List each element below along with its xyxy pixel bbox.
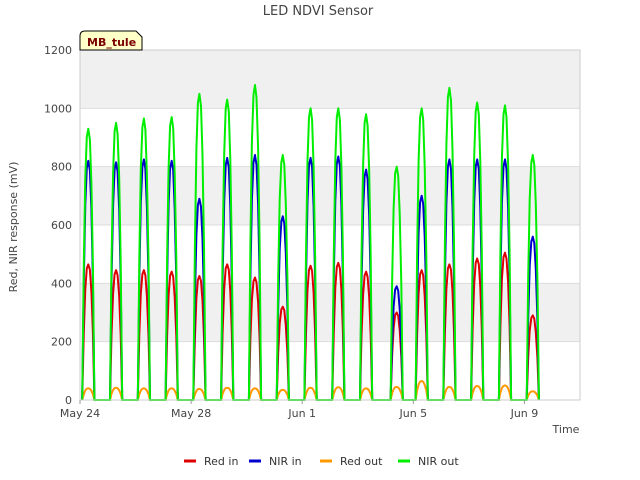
plot-band	[80, 108, 580, 167]
legend-label: NIR in	[269, 455, 302, 468]
plot-band	[80, 50, 580, 109]
plot-band	[80, 341, 580, 400]
legend: Red in NIR in Red out NIR out	[184, 455, 459, 468]
x-tick-label: May 24	[60, 407, 100, 420]
y-tick-label: 1200	[44, 44, 72, 57]
plot-band	[80, 283, 580, 342]
y-tick-label: 400	[51, 277, 72, 290]
chart-title: LED NDVI Sensor	[263, 4, 374, 19]
y-tick-label: 600	[51, 219, 72, 232]
badge-label: MB_tule	[87, 36, 136, 49]
x-tick-label: Jun 5	[398, 407, 427, 420]
plot-band	[80, 166, 580, 225]
y-tick-label: 0	[65, 394, 72, 407]
y-tick-label: 200	[51, 336, 72, 349]
y-axis-label: Red, NIR response (mV)	[7, 162, 20, 293]
x-axis-label: Time	[552, 423, 580, 436]
x-axis-ticks: May 24 May 28 Jun 1 Jun 5 Jun 9	[60, 400, 538, 420]
series-group	[81, 84, 540, 401]
y-axis-ticks: 0 200 400 600 800 1000 1200	[44, 44, 72, 407]
plot-bands	[80, 50, 580, 400]
y-tick-label: 800	[51, 161, 72, 174]
y-tick-label: 1000	[44, 102, 72, 115]
legend-label: Red out	[340, 455, 383, 468]
x-tick-label: Jun 9	[510, 407, 539, 420]
series-line-nir-out	[81, 84, 540, 401]
station-badge: MB_tule	[79, 30, 143, 51]
plot-frame	[79, 49, 581, 401]
x-tick-label: Jun 1	[287, 407, 316, 420]
x-tick-label: May 28	[171, 407, 211, 420]
legend-label: NIR out	[418, 455, 459, 468]
legend-label: Red in	[204, 455, 238, 468]
plot-band	[80, 225, 580, 284]
badge-box	[79, 30, 143, 51]
